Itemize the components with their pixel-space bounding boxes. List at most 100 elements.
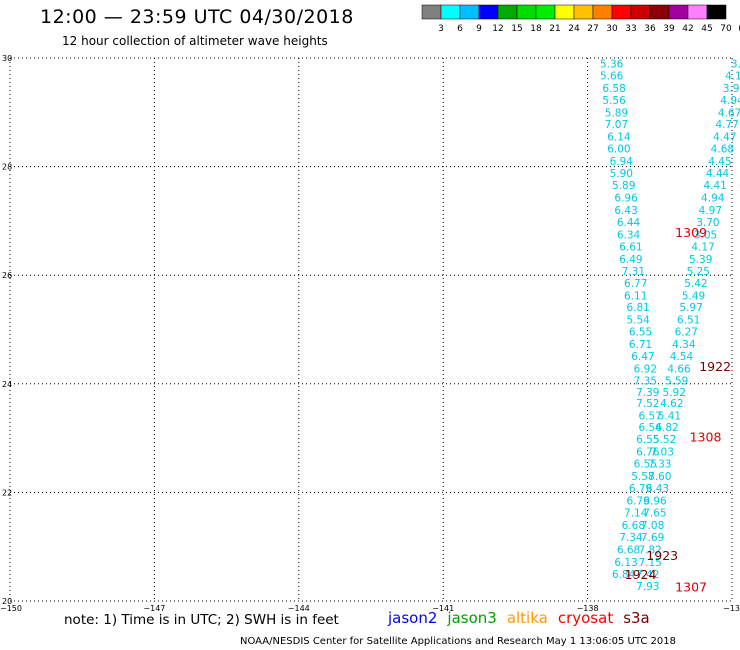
wave-height-point: 5.66 <box>600 70 624 82</box>
wave-height-point: 6.55 <box>634 459 657 471</box>
y-tick-label: 24 <box>2 380 12 389</box>
pass-time-label: 19 <box>738 181 740 196</box>
wave-height-point: 7.15 <box>638 557 661 569</box>
wave-height-point: 6.51 <box>677 315 700 327</box>
wave-height-point: 4.94 <box>701 193 725 205</box>
wave-height-point: 6.82 <box>655 422 678 434</box>
wave-height-point: 4.97 <box>699 205 722 217</box>
x-tick-label: −141 <box>432 604 454 613</box>
colorbar-label: 21 <box>549 24 560 34</box>
wave-height-point: 6.79 <box>626 496 649 508</box>
wave-height-point: 7.14 <box>624 507 648 519</box>
colorbar-label: 27 <box>587 24 598 34</box>
wave-height-point: 3.05 <box>694 229 717 241</box>
wave-height-point: 6.13 <box>614 557 637 569</box>
wave-height-point: 5.39 <box>689 254 712 266</box>
colorbar-label: 30 <box>606 24 618 34</box>
wave-height-point: 5.25 <box>687 266 710 278</box>
legend-s3a: s3a <box>623 609 650 627</box>
wave-height-point: 7.07 <box>605 119 628 131</box>
wave-height-point: 6.96 <box>643 496 667 508</box>
wave-height-point: 6.94 <box>610 156 634 168</box>
wave-height-point: 5.54 <box>626 315 650 327</box>
wave-height-point: 6.68 <box>622 520 645 532</box>
wave-height-point: 6.11 <box>624 290 647 302</box>
colorbar-label: 45 <box>701 24 712 34</box>
colorbar-label: 12 <box>492 24 503 34</box>
wave-height-point: 5.58 <box>631 471 654 483</box>
wave-height-point: 6.34 <box>617 229 641 241</box>
wave-height-point: 7.35 <box>634 376 657 388</box>
y-tick-label: 26 <box>2 271 12 280</box>
wave-height-point: 6.76 <box>636 447 660 459</box>
footnote: note: 1) Time is in UTC; 2) SWH is in fe… <box>64 612 339 628</box>
wave-height-point: 4.66 <box>667 364 691 376</box>
wave-height-point: 7.52 <box>636 398 659 410</box>
satellite-legend: jason2 jason3 altika cryosat s3a <box>388 609 660 627</box>
legend-jason3: jason3 <box>447 609 497 627</box>
colorbar-label: 33 <box>625 24 636 34</box>
colorbar-label: 42 <box>682 24 693 34</box>
pass-time-label: 1309 <box>675 225 707 240</box>
wave-height-point: 5.89 <box>605 107 628 119</box>
chart-subtitle: 12 hour collection of altimeter wave hei… <box>62 34 328 48</box>
x-tick-label: −147 <box>143 604 165 613</box>
wave-height-point: 6.79 <box>629 483 652 495</box>
wave-height-point: 6.14 <box>607 132 631 144</box>
wave-height-point: 4.68 <box>711 144 734 156</box>
x-tick-label: −150 <box>0 604 22 613</box>
wave-height-point: 6.54 <box>638 422 662 434</box>
wave-height-point: 4.17 <box>691 241 714 253</box>
wave-height-point: 5.41 <box>658 410 681 422</box>
y-tick-label: 28 <box>2 163 12 172</box>
wave-height-point: 6.49 <box>619 254 642 266</box>
colorbar-label: 36 <box>644 24 656 34</box>
wave-height-point: 4.67 <box>718 107 740 119</box>
chart-title: 12:00 — 23:59 UTC 04/30/2018 <box>40 6 354 28</box>
y-tick-label: 30 <box>2 54 12 63</box>
y-tick-label: 20 <box>2 597 12 606</box>
wave-height-point: 7.93 <box>636 581 659 593</box>
wave-height-point: 7.65 <box>643 507 666 519</box>
colorbar-label: 24 <box>568 24 580 34</box>
x-tick-label: −13 <box>723 604 740 613</box>
colorbar-label: 15 <box>511 24 522 34</box>
wave-height-point: 6.58 <box>602 83 625 95</box>
wave-height-point: 7.39 <box>636 387 659 399</box>
wave-height-point: 4.41 <box>703 180 726 192</box>
wave-height-point: 5.49 <box>682 290 705 302</box>
wave-height-point: 4.12 <box>725 70 740 82</box>
wave-height-point: 6.55 <box>629 327 652 339</box>
wave-height-point: 4.34 <box>672 339 696 351</box>
wave-height-point: 5.59 <box>665 376 688 388</box>
wave-height-point: 5.90 <box>610 168 633 180</box>
colorbar-label: 3 <box>438 24 444 34</box>
legend-altika: altika <box>506 609 548 627</box>
wave-height-point: 7.82 <box>638 544 661 556</box>
wave-height-point: 6.00 <box>607 144 630 156</box>
wave-height-point: 6.43 <box>614 205 637 217</box>
wave-height-point: 6.81 <box>626 302 649 314</box>
wave-height-point: 7.42 <box>636 569 659 581</box>
colorbar-label: (ft) <box>738 24 740 34</box>
wave-height-point: 5.52 <box>653 434 676 446</box>
wave-height-point: 6.92 <box>634 364 657 376</box>
pass-time-label: 1923 <box>646 548 678 563</box>
y-tick-label: 22 <box>2 488 12 497</box>
wave-height-point: 6.68 <box>617 544 640 556</box>
wave-height-point: 6.43 <box>646 483 669 495</box>
wave-height-point: 6.96 <box>614 193 638 205</box>
wave-height-point: 7.08 <box>641 520 664 532</box>
wave-height-point: 5.56 <box>602 95 626 107</box>
wave-height-point: 6.44 <box>617 217 641 229</box>
colorbar-label: 70 <box>720 24 732 34</box>
wave-height-point: 6.47 <box>631 351 654 363</box>
wave-height-point: 3.8 <box>731 58 740 70</box>
wave-height-point: 4.54 <box>670 351 694 363</box>
colorbar-swatch <box>706 4 727 20</box>
wave-height-point: 7.34 <box>619 532 643 544</box>
wave-height-point: 5.97 <box>679 302 702 314</box>
wave-height-point: 7.31 <box>622 266 645 278</box>
